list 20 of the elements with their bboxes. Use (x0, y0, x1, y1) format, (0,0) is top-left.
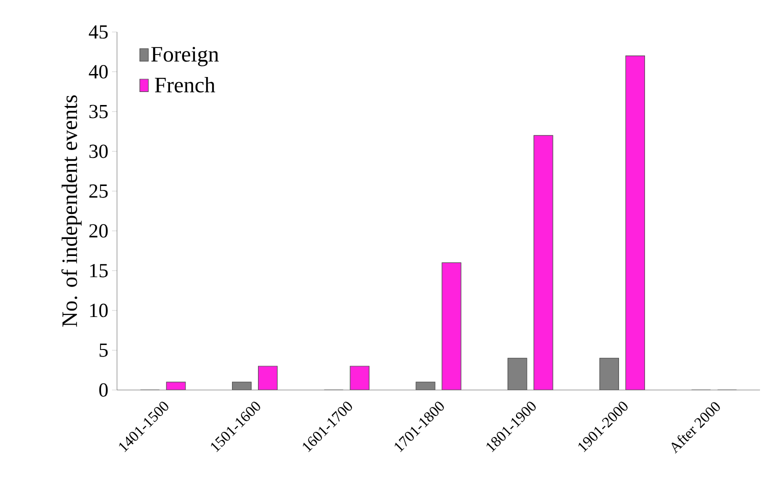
y-tick-label: 40 (88, 65, 108, 79)
y-tick-label: 15 (90, 264, 108, 278)
bar (626, 56, 645, 390)
legend-label: French (154, 77, 216, 92)
y-tick-label: 25 (89, 184, 108, 198)
y-tick-label: 35 (89, 104, 108, 118)
bar (258, 366, 278, 390)
bar (600, 358, 619, 390)
y-tick-label: 20 (89, 224, 108, 238)
y-tick-label: 30 (89, 144, 108, 158)
y-tick-label: 45 (88, 25, 108, 39)
bar (442, 262, 461, 390)
y-tick-label: 10 (90, 304, 108, 318)
bar (350, 366, 370, 390)
y-tick-label: 0 (99, 383, 108, 397)
y-axis-title: No. of independent events (61, 95, 82, 327)
bar (508, 358, 527, 390)
bar (534, 135, 553, 390)
y-tick-label: 5 (100, 344, 108, 357)
legend-label: Foreign (151, 46, 219, 66)
